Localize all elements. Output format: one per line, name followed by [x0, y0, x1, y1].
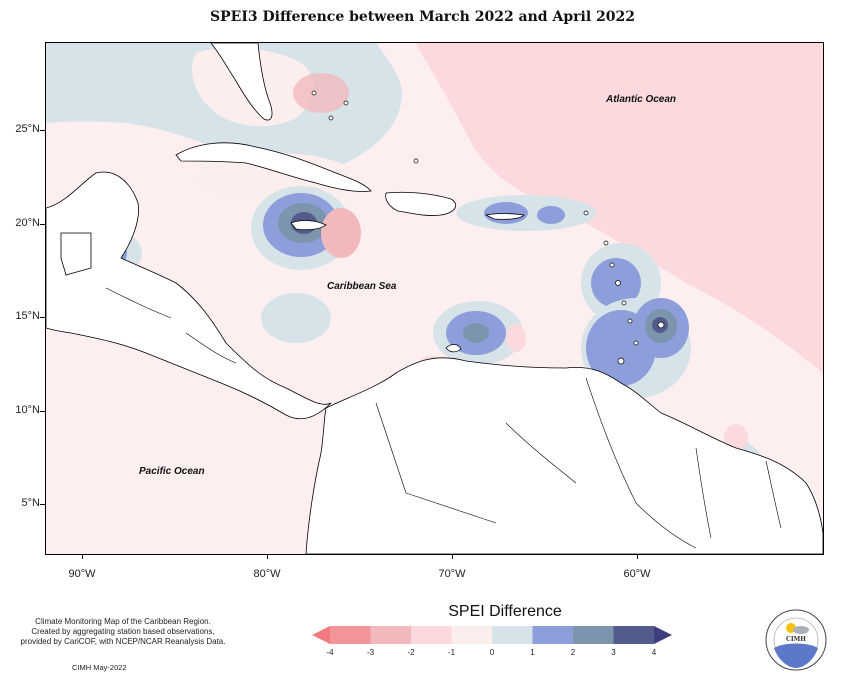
legend-swatch: [411, 626, 452, 644]
cimh-logo: [765, 609, 827, 671]
border-h: [765, 460, 782, 529]
land-florida: [210, 43, 273, 121]
legend-swatch: [492, 626, 533, 644]
legend-tick-label: 0: [489, 648, 495, 657]
map-panel[interactable]: Atlantic Ocean Caribbean Sea Pacific Oce…: [45, 42, 824, 555]
border-e: [585, 377, 637, 504]
land-paraguana: [445, 343, 462, 353]
lat-label: 10°N: [15, 403, 40, 416]
abc-positive-core: [463, 323, 489, 343]
lat-tick: [40, 223, 45, 225]
lat-tick: [40, 504, 45, 506]
label-pacific-ocean: Pacific Ocean: [139, 466, 205, 477]
lon-tick: [82, 554, 83, 559]
label-caribbean-sea: Caribbean Sea: [327, 281, 397, 292]
atlantic-negative-zone: [416, 43, 823, 373]
haiti-negative-zone: [321, 208, 361, 258]
border-b: [185, 332, 237, 364]
logo-text: CIMH: [786, 636, 806, 643]
legend-swatch: [330, 626, 371, 644]
legend-title: SPEI Difference: [448, 603, 562, 620]
legend-swatch: [370, 626, 411, 644]
legend-tick-label: -3: [366, 648, 375, 657]
legend-swatch: [573, 626, 614, 644]
lon-label: 60°W: [623, 568, 651, 580]
small-islands: [311, 90, 665, 365]
lat-label: 25°N: [15, 122, 40, 135]
land-central-america: [46, 171, 332, 420]
legend-tick-label: 3: [611, 648, 616, 657]
map-title: SPEI3 Difference between March 2022 and …: [210, 9, 635, 25]
land-hispaniola: [385, 191, 457, 216]
legend-tick-label: 2: [570, 648, 576, 657]
lat-label: 5°N: [21, 497, 40, 510]
legend-tick-label: -2: [407, 648, 415, 657]
map-canvas[interactable]: [46, 43, 823, 554]
lat-tick: [40, 129, 45, 131]
land-guatemala: [60, 232, 92, 276]
lat-tick: [40, 317, 45, 319]
legend-colorbar: [312, 626, 672, 644]
land-cuba: [175, 142, 372, 192]
lon-tick: [267, 554, 268, 559]
legend-swatch: [532, 626, 573, 644]
border-d: [405, 492, 497, 524]
lat-label: 20°N: [15, 216, 40, 229]
land-south-america: [305, 357, 823, 554]
french-guiana-negative: [724, 424, 748, 452]
credits-line-2: Created by aggregating station based obs…: [31, 627, 215, 636]
legend-tick-label: 1: [530, 648, 535, 657]
border-a: [105, 287, 172, 319]
legend-low-arrow: [312, 626, 330, 644]
lon-label: 90°W: [68, 568, 96, 580]
land-jamaica: [290, 220, 327, 231]
legend-tick-label: -4: [326, 648, 334, 657]
legend-tick-label: -1: [447, 648, 456, 657]
central-caribbean-positive: [261, 293, 331, 343]
venezuela-negative-b: [506, 324, 526, 352]
legend-swatch: [613, 626, 654, 644]
legend-swatch: [451, 626, 492, 644]
lon-label: 70°W: [438, 568, 466, 580]
legend-high-arrow: [654, 626, 672, 644]
bahamas-pink-core: [293, 73, 349, 113]
land-puerto-rico: [484, 213, 525, 220]
lon-tick: [452, 554, 453, 559]
legend-tick-label: 4: [651, 648, 657, 657]
border-f: [635, 502, 697, 549]
label-atlantic-ocean: Atlantic Ocean: [606, 94, 677, 105]
credits-line-1: Climate Monitoring Map of the Caribbean …: [35, 617, 211, 626]
border-g: [695, 447, 712, 539]
border-c: [375, 402, 407, 494]
lat-label: 15°N: [15, 310, 40, 323]
lon-tick: [637, 554, 638, 559]
puerto-rico-positive-b: [537, 206, 565, 224]
credits-date: CIMH May-2022: [72, 663, 127, 672]
landmasses: [46, 43, 823, 554]
lat-tick: [40, 410, 45, 412]
border-i: [505, 422, 577, 484]
country-borders: [105, 287, 782, 549]
credits-line-3: provided by CariCOF, with NCEP/NCAR Rean…: [20, 637, 226, 646]
lon-label: 80°W: [253, 568, 281, 580]
credits-block: Climate Monitoring Map of the Caribbean …: [8, 617, 238, 647]
